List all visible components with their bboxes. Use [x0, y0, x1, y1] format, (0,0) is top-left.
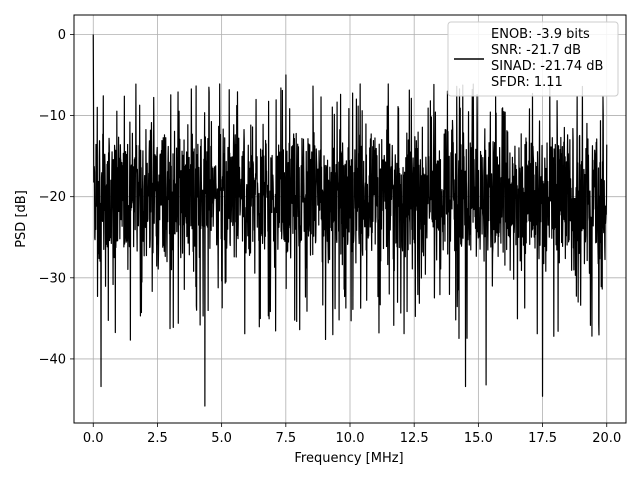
- x-tick-label: 10.0: [336, 431, 365, 446]
- y-tick-label: −20: [39, 190, 66, 205]
- legend-snr: SNR: -21.7 dB: [491, 43, 581, 58]
- y-axis-ticks: 0 −10 −20 −30 −40: [39, 28, 74, 367]
- x-tick-label: 12.5: [400, 431, 429, 446]
- y-tick-label: −10: [39, 109, 66, 124]
- x-tick-label: 5.0: [211, 431, 232, 446]
- legend-box: [447, 21, 619, 97]
- x-tick-label: 7.5: [275, 431, 296, 446]
- y-tick-label: −40: [39, 352, 66, 367]
- x-tick-label: 0.0: [83, 431, 104, 446]
- x-axis-label: Frequency [MHz]: [294, 451, 403, 466]
- x-tick-label: 17.5: [528, 431, 557, 446]
- y-tick-label: −30: [39, 271, 66, 286]
- legend-enob: ENOB: -3.9 bits: [491, 27, 590, 42]
- y-tick-label: 0: [58, 28, 66, 43]
- y-axis-label: PSD [dB]: [14, 190, 29, 248]
- legend-sinad: SINAD: -21.74 dB: [491, 59, 603, 74]
- x-axis-ticks: 0.0 2.5 5.0 7.5 10.0 12.5 15.0 17.5 20.0: [83, 423, 621, 446]
- legend: ENOB: -3.9 bits SNR: -21.7 dB SINAD: -21…: [447, 21, 619, 97]
- x-tick-label: 20.0: [592, 431, 621, 446]
- legend-sfdr: SFDR: 1.11: [491, 75, 563, 90]
- psd-line: [92, 34, 608, 407]
- x-tick-label: 15.0: [464, 431, 493, 446]
- x-tick-label: 2.5: [147, 431, 168, 446]
- psd-series: [92, 34, 608, 407]
